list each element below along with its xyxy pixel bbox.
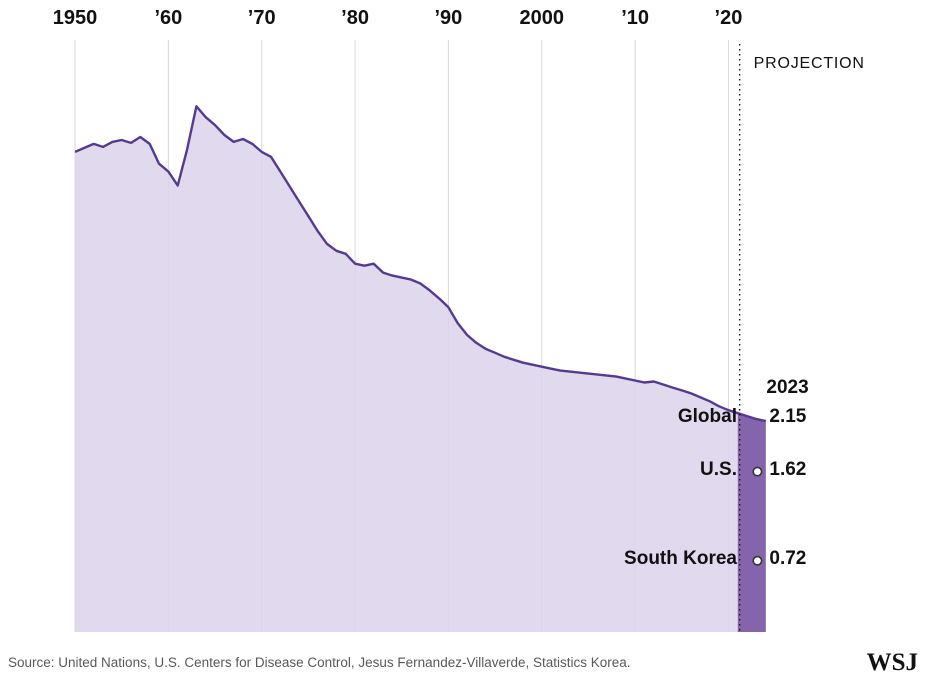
fertility-line: [74, 105, 767, 423]
source-text: Source: United Nations, U.S. Centers for…: [8, 655, 631, 670]
marker-label-us: U.S.: [700, 458, 737, 480]
marker-value-us: 1.62: [769, 458, 807, 480]
fertility-area-chart: [74, 40, 767, 633]
area-fill: [75, 106, 766, 633]
marker-label-south-korea: South Korea: [624, 547, 737, 569]
x-tick-label: 2000: [519, 7, 565, 29]
x-tick-label: ’80: [341, 7, 369, 29]
marker-dot: [752, 466, 763, 477]
projection-band: [737, 413, 766, 632]
footer: Source: United Nations, U.S. Centers for…: [0, 648, 928, 685]
wsj-logo: WSJ: [866, 648, 918, 676]
marker-value-global: 2.15: [769, 406, 807, 428]
marker-dot: [752, 555, 763, 566]
annotation-year-label: 2023: [766, 377, 809, 399]
x-tick-label: ’20: [714, 7, 743, 29]
marker-value-south-korea: 0.72: [769, 547, 807, 569]
marker-label-global: Global: [677, 406, 737, 428]
x-tick-label: ’10: [621, 7, 649, 29]
x-tick-label: ’90: [434, 7, 463, 29]
projection-label: PROJECTION: [753, 55, 865, 72]
x-tick-label: ’70: [247, 7, 276, 29]
x-tick-label: 1950: [52, 7, 98, 29]
x-tick-label: ’60: [154, 7, 183, 29]
